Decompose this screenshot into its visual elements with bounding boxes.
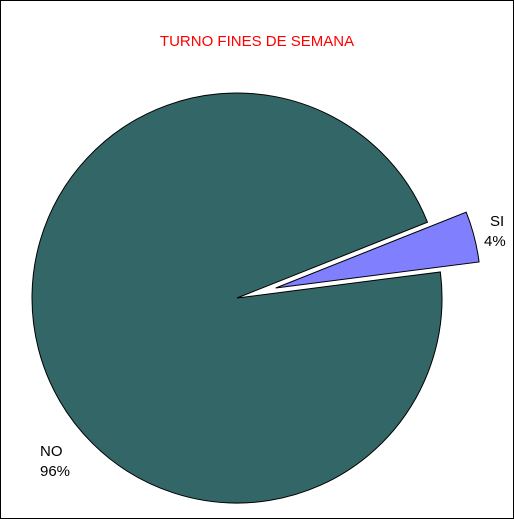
- chart-title: TURNO FINES DE SEMANA: [160, 33, 354, 50]
- pie-slice: [31, 92, 443, 504]
- pie-slice: [275, 211, 480, 289]
- slice-value-label: 4%: [484, 233, 506, 250]
- slice-label: NO: [40, 443, 63, 460]
- slice-label: SI: [490, 213, 504, 230]
- slice-value-label: 96%: [40, 463, 70, 480]
